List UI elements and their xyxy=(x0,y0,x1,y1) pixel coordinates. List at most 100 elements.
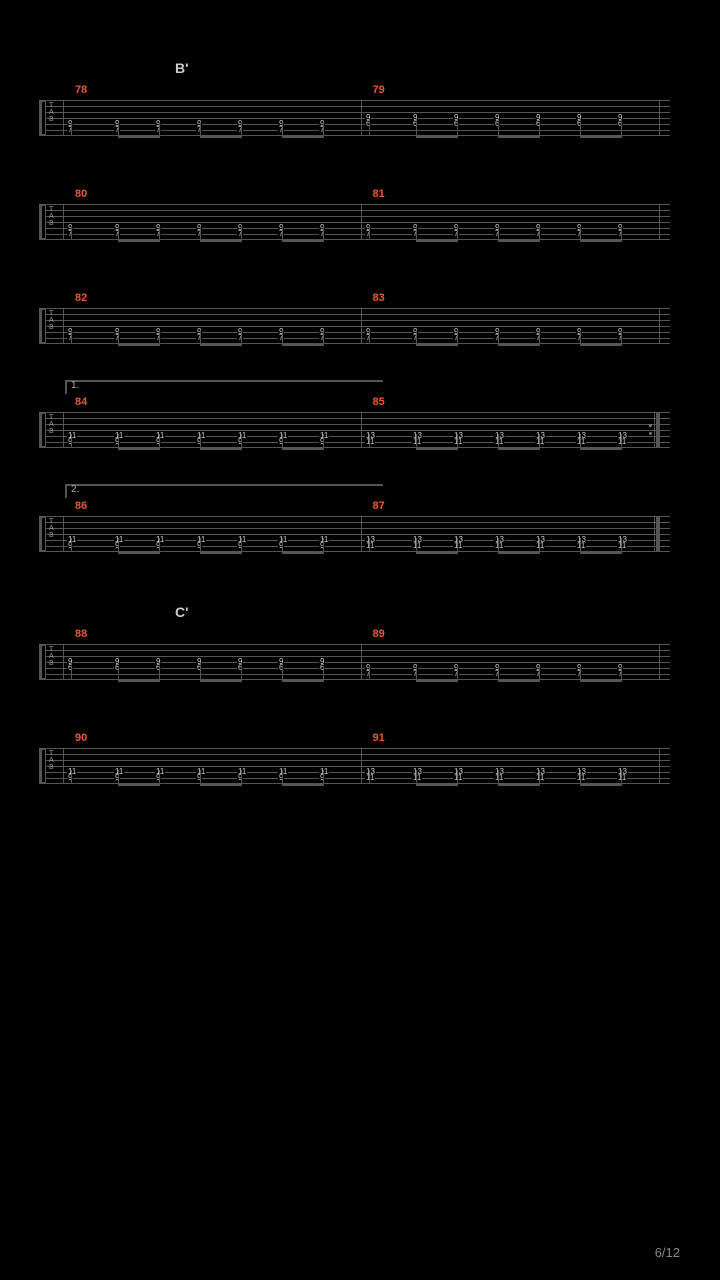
note-stem xyxy=(416,122,417,136)
note-stem xyxy=(282,226,283,240)
bar-number: 79 xyxy=(373,84,671,96)
note-stem xyxy=(159,666,160,680)
stems-container xyxy=(45,538,670,556)
note-stem xyxy=(369,226,370,240)
note-stem xyxy=(71,770,72,784)
note-stem xyxy=(323,122,324,136)
note-stem xyxy=(323,538,324,552)
beam xyxy=(282,344,324,346)
beam xyxy=(416,680,458,682)
beam xyxy=(118,680,160,682)
beam xyxy=(498,344,540,346)
tab-system: 8081TAB9797979797979797979797979797 xyxy=(45,188,670,240)
beam xyxy=(118,448,160,450)
note-stem xyxy=(282,538,283,552)
beam xyxy=(200,136,242,138)
beam xyxy=(416,344,458,346)
beam xyxy=(282,680,324,682)
bar-number-row: 8283 xyxy=(75,292,670,304)
note-stem xyxy=(282,666,283,680)
note-stem xyxy=(580,434,581,448)
note-stem xyxy=(241,770,242,784)
beam xyxy=(282,448,324,450)
note-stem xyxy=(241,226,242,240)
note-stem xyxy=(71,434,72,448)
note-stem xyxy=(580,330,581,344)
stems-container xyxy=(45,122,670,140)
beam xyxy=(118,240,160,242)
note-stem xyxy=(323,434,324,448)
note-stem xyxy=(539,122,540,136)
bar-number: 82 xyxy=(75,292,373,304)
note-stem xyxy=(580,122,581,136)
note-stem xyxy=(416,226,417,240)
note-stem xyxy=(621,226,622,240)
note-stem xyxy=(118,770,119,784)
bar-number: 89 xyxy=(373,628,671,640)
beam xyxy=(580,784,622,786)
note-stem xyxy=(282,434,283,448)
beam xyxy=(282,784,324,786)
note-stem xyxy=(457,226,458,240)
note-stem xyxy=(369,434,370,448)
note-stem xyxy=(457,666,458,680)
note-stem xyxy=(621,330,622,344)
note-stem xyxy=(498,330,499,344)
note-stem xyxy=(282,330,283,344)
note-stem xyxy=(200,122,201,136)
tab-system: 8889TAB9696969696969697979797979797 xyxy=(45,628,670,680)
note-stem xyxy=(498,122,499,136)
beam xyxy=(282,240,324,242)
note-stem xyxy=(416,666,417,680)
beam xyxy=(580,240,622,242)
note-stem xyxy=(457,770,458,784)
tab-system: 2.8687TAB1191191191191191191191311131113… xyxy=(45,500,670,552)
tab-clef: TAB xyxy=(49,646,54,667)
beam xyxy=(580,344,622,346)
note-stem xyxy=(457,434,458,448)
bar-number-row: 7879 xyxy=(75,84,670,96)
note-stem xyxy=(200,666,201,680)
beam xyxy=(416,448,458,450)
note-stem xyxy=(621,666,622,680)
beam xyxy=(200,240,242,242)
note-stem xyxy=(580,226,581,240)
note-stem xyxy=(539,330,540,344)
note-stem xyxy=(498,666,499,680)
beam xyxy=(498,136,540,138)
bar-number: 90 xyxy=(75,732,373,744)
note-stem xyxy=(71,226,72,240)
beam xyxy=(498,240,540,242)
tab-clef: TAB xyxy=(49,414,54,435)
bar-number-row: 8889 xyxy=(75,628,670,640)
note-stem xyxy=(159,538,160,552)
note-stem xyxy=(369,666,370,680)
bar-number: 87 xyxy=(373,500,671,512)
note-stem xyxy=(159,226,160,240)
tab-clef: TAB xyxy=(49,310,54,331)
note-stem xyxy=(621,122,622,136)
tab-clef: TAB xyxy=(49,750,54,771)
note-stem xyxy=(416,330,417,344)
note-stem xyxy=(416,538,417,552)
note-stem xyxy=(71,538,72,552)
beam xyxy=(282,136,324,138)
beam xyxy=(200,552,242,554)
note-stem xyxy=(241,330,242,344)
note-stem xyxy=(369,122,370,136)
bar-number-row: 9091 xyxy=(75,732,670,744)
note-stem xyxy=(498,434,499,448)
note-stem xyxy=(71,330,72,344)
note-stem xyxy=(580,538,581,552)
bar-number-row: 8081 xyxy=(75,188,670,200)
tab-clef: TAB xyxy=(49,206,54,227)
note-stem xyxy=(539,434,540,448)
note-stem xyxy=(498,770,499,784)
note-stem xyxy=(457,538,458,552)
note-stem xyxy=(200,330,201,344)
note-stem xyxy=(118,434,119,448)
note-stem xyxy=(369,770,370,784)
note-stem xyxy=(200,770,201,784)
note-stem xyxy=(323,666,324,680)
note-stem xyxy=(580,770,581,784)
